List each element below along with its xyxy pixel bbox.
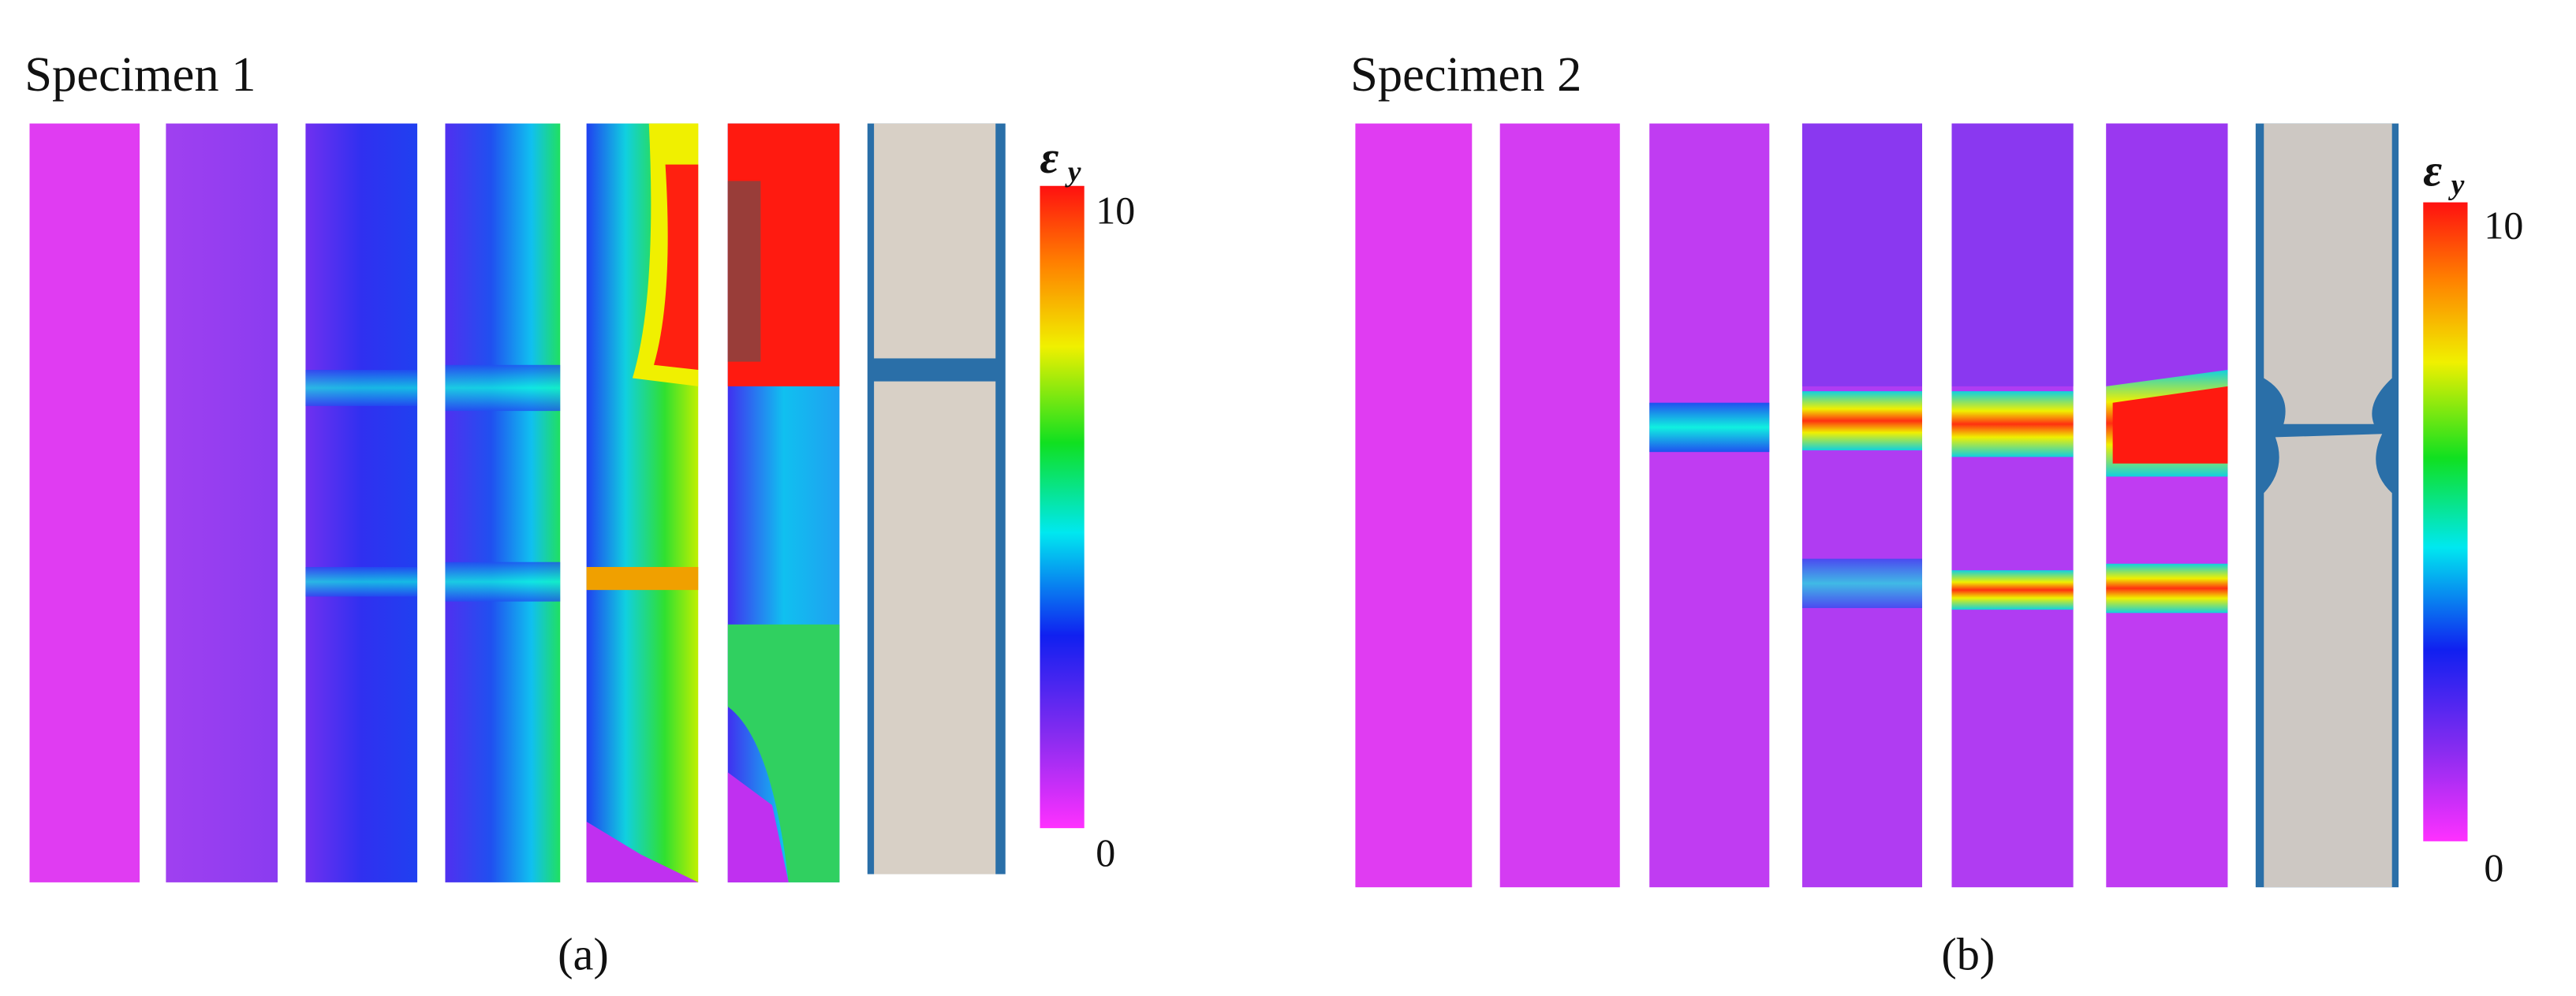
strip [166, 123, 278, 882]
colorbar-min: 0 [1096, 830, 1115, 875]
panel-label: (a) [558, 928, 609, 979]
hot-zone [653, 164, 699, 371]
strip [29, 123, 140, 882]
colorbar-symbol: ε [1040, 132, 1058, 183]
zone [1951, 123, 2074, 386]
hot-zone [2112, 386, 2228, 464]
colorbar-max: 10 [1096, 188, 1135, 233]
band [1951, 570, 2074, 610]
band [1801, 558, 1923, 609]
band [586, 566, 699, 591]
photo-piece [2264, 123, 2392, 424]
panel-title: Specimen 2 [1350, 47, 1581, 102]
band [305, 566, 418, 597]
colorbar [2423, 202, 2468, 841]
zone [1801, 123, 1923, 386]
photo-piece [874, 381, 996, 875]
band [1951, 391, 2074, 457]
photo-piece [874, 123, 996, 359]
colorbar-max: 10 [2484, 203, 2523, 247]
band [1649, 402, 1770, 453]
band [445, 364, 561, 412]
strip [1499, 123, 1620, 888]
speckle [727, 181, 761, 362]
colorbar-subscript: y [2448, 169, 2465, 201]
photo-piece [2264, 434, 2392, 888]
strip-edge [586, 821, 699, 882]
band [305, 370, 418, 406]
strain-maps [1355, 123, 2399, 888]
panel-title: Specimen 1 [24, 47, 256, 102]
strain-maps [29, 123, 1006, 882]
band [445, 561, 561, 602]
strip-edge [727, 772, 789, 882]
colorbar-min: 0 [2484, 845, 2503, 890]
panel-label: (b) [1941, 928, 1995, 979]
strip [445, 123, 561, 882]
zone [2106, 123, 2228, 386]
strip [1649, 123, 1770, 888]
band [2106, 563, 2228, 614]
hot-zone [727, 624, 840, 882]
colorbar-symbol: ε [2423, 145, 2442, 196]
colorbar [1040, 185, 1085, 829]
strip [305, 123, 418, 882]
strip [1355, 123, 1473, 888]
colorbar-subscript: y [1065, 155, 1081, 188]
band [1801, 391, 1923, 451]
